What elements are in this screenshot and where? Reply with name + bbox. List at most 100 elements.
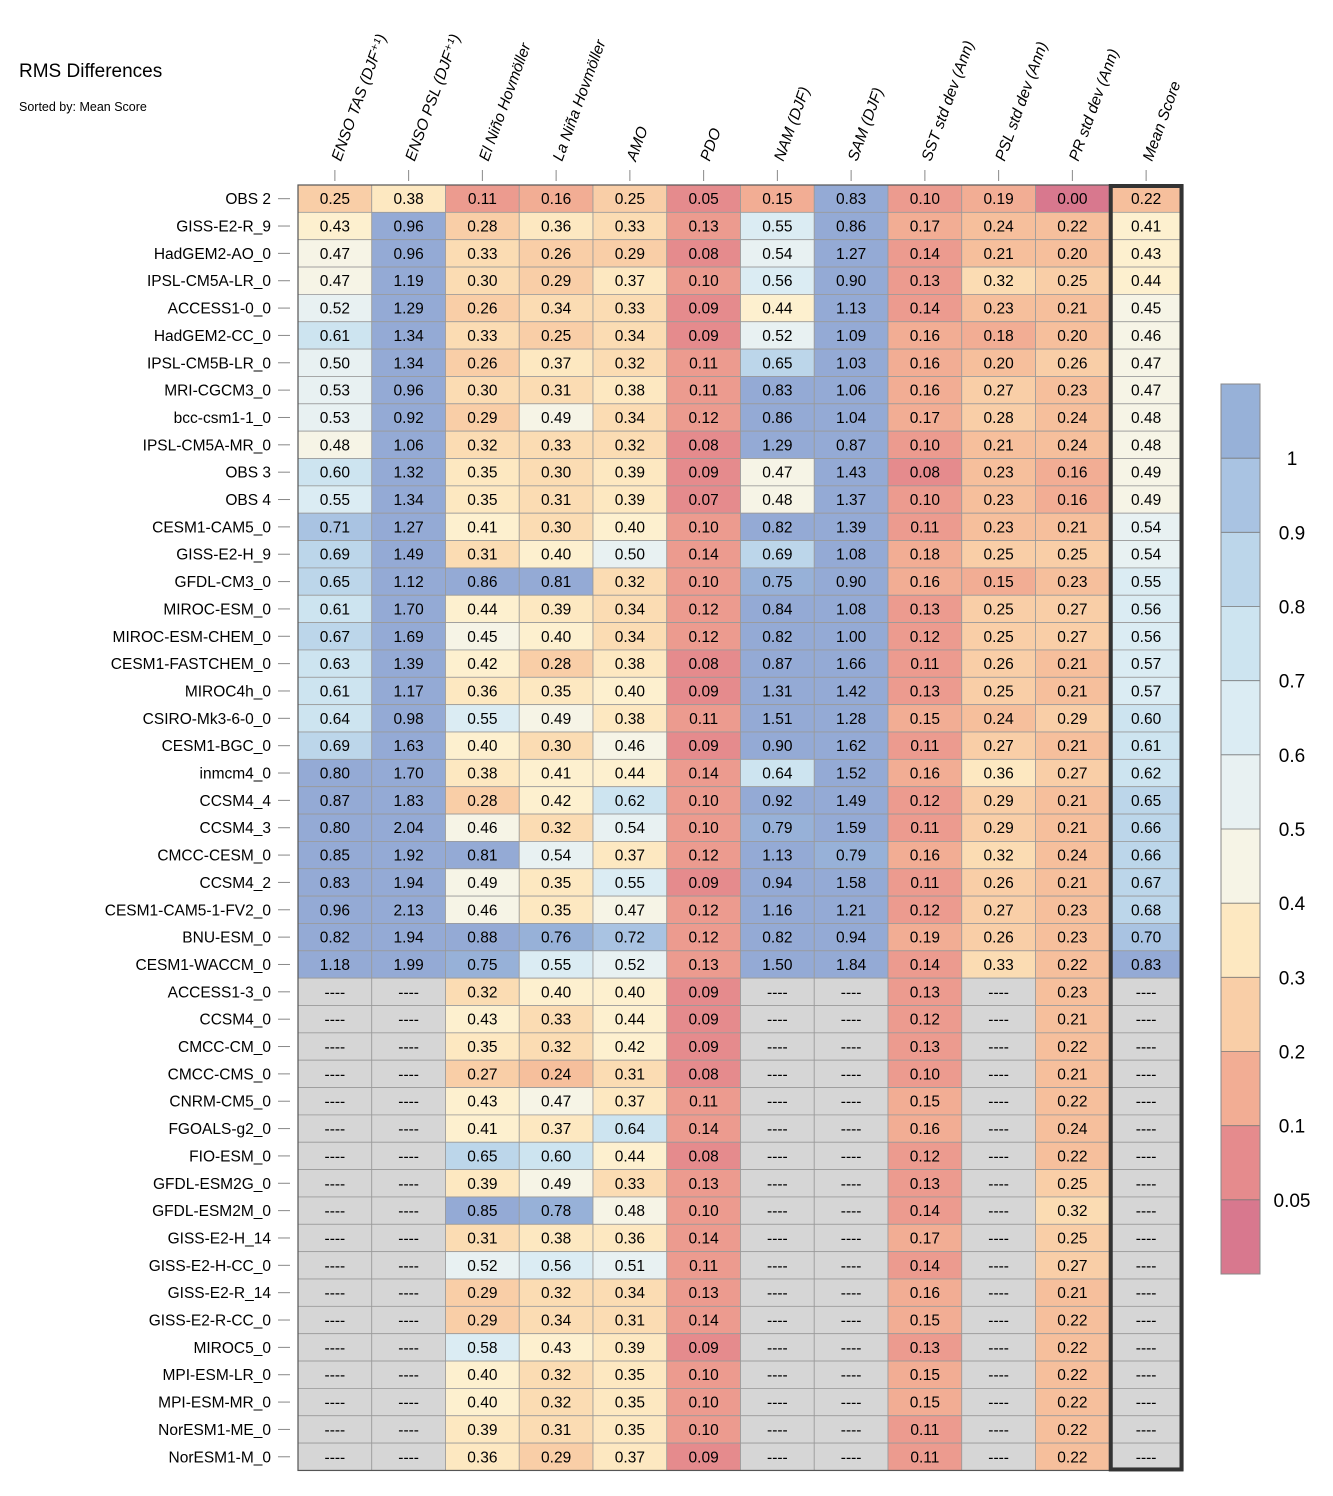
cell-value: 0.28	[541, 656, 571, 673]
cell-value: 0.12	[910, 793, 940, 810]
cell-value: 0.38	[615, 656, 645, 673]
heatmap-cells: 0.25 0.38 0.11 0.16 0.25 0.05 0.15 0.83 0.10 0.19…	[297, 184, 1184, 1472]
cell-value: 0.32	[541, 1039, 571, 1056]
colorbar-band	[1221, 606, 1260, 681]
cell-value: 0.12	[910, 1148, 940, 1165]
cell-value: 0.10	[689, 1203, 720, 1220]
heatmap-cell	[371, 758, 446, 788]
cell-value: 0.12	[689, 848, 719, 865]
cell-value: 0.87	[836, 437, 866, 454]
cell-value: 0.24	[984, 219, 1015, 236]
cell-value: 0.20	[984, 355, 1015, 372]
cell-value: 0.16	[910, 355, 940, 372]
cell-value: 0.50	[615, 547, 646, 564]
heatmap-cell	[1035, 786, 1110, 815]
colorbar-band	[1221, 1051, 1260, 1126]
cell-value: 1.21	[836, 902, 866, 919]
cell-value: 0.21	[1057, 519, 1087, 536]
heatmap-cell	[1035, 841, 1110, 870]
cell-value: 0.14	[910, 301, 941, 318]
heatmap-cell	[445, 786, 520, 815]
cell-value: 0.30	[541, 519, 572, 536]
cell-value: 0.16	[1057, 492, 1087, 509]
chart-title: RMS Differences	[19, 61, 163, 82]
cell-value: 0.11	[468, 191, 497, 208]
heatmap-cell	[1035, 1442, 1110, 1471]
heatmap-cell	[666, 704, 741, 733]
heatmap-cell	[887, 1333, 963, 1362]
column-label: ENSO TAS (DJF⁺¹)	[329, 32, 391, 163]
cell-value: 1.59	[836, 820, 866, 837]
cell-value: 0.36	[615, 1230, 645, 1247]
cell-value: ----	[767, 1012, 788, 1029]
heatmap-cell	[813, 786, 889, 815]
cell-value: 0.21	[1057, 656, 1087, 673]
cell-value: 0.47	[615, 902, 645, 919]
heatmap-cell	[887, 895, 963, 924]
heatmap-cell	[592, 1305, 668, 1335]
heatmap-cell	[518, 977, 594, 1006]
cell-value: ----	[1136, 1039, 1157, 1056]
cell-value: ----	[767, 1395, 788, 1412]
heatmap-cell	[961, 950, 1036, 979]
heatmap-cell	[445, 1442, 520, 1471]
cell-value: ----	[398, 1449, 419, 1466]
heatmap-cell	[518, 841, 594, 870]
heatmap-cell	[1108, 786, 1184, 815]
cell-value: 0.31	[615, 1066, 645, 1083]
heatmap-cell	[887, 841, 963, 870]
heatmap-cell	[371, 841, 446, 870]
cell-value: 1.94	[394, 875, 425, 892]
heatmap-cell	[1108, 1442, 1184, 1471]
cell-value: ----	[325, 1258, 346, 1275]
cell-value: ----	[1136, 1094, 1157, 1111]
cell-value: 0.90	[762, 738, 793, 755]
heatmap-cell	[887, 731, 963, 760]
cell-value: 0.29	[467, 410, 497, 427]
cell-value: ----	[767, 1148, 788, 1165]
heatmap-cell	[887, 594, 963, 624]
column-label: PSL std dev (Ann)	[992, 40, 1051, 164]
heatmap-cell	[813, 923, 889, 952]
heatmap-cell	[518, 1251, 594, 1280]
row-label: OBS 3	[225, 465, 271, 482]
heatmap-cell	[961, 321, 1036, 350]
heatmap-cell	[371, 622, 446, 651]
cell-value: ----	[841, 1285, 862, 1302]
colorbar-band	[1221, 1125, 1260, 1200]
cell-value: 0.34	[541, 1313, 572, 1330]
cell-value: ----	[988, 984, 1009, 1001]
heatmap-cell	[371, 1305, 446, 1335]
cell-value: 0.49	[541, 1176, 571, 1193]
cell-value: 0.21	[1057, 820, 1087, 837]
cell-value: 0.26	[541, 246, 571, 263]
cell-value: ----	[988, 1340, 1009, 1357]
cell-value: 0.09	[689, 1012, 719, 1029]
cell-value: ----	[841, 1094, 862, 1111]
cell-value: 0.46	[615, 738, 645, 755]
heatmap-cell	[592, 1388, 668, 1417]
cell-value: 0.34	[615, 328, 646, 345]
heatmap-cell	[1035, 923, 1110, 952]
cell-value: 0.24	[1057, 410, 1088, 427]
heatmap-cell	[1035, 977, 1110, 1006]
cell-value: 0.75	[467, 957, 497, 974]
cell-value: ----	[325, 1094, 346, 1111]
heatmap-cell	[961, 868, 1036, 897]
heatmap-cell	[445, 622, 520, 651]
cell-value: 1.63	[394, 738, 424, 755]
cell-value: 0.22	[1057, 1367, 1087, 1384]
cell-value: ----	[767, 1121, 788, 1138]
cell-value: 0.15	[910, 1313, 940, 1330]
cell-value: 0.36	[541, 219, 571, 236]
heatmap-cell	[371, 676, 446, 706]
cell-value: 0.90	[836, 273, 867, 290]
heatmap-cell	[518, 622, 594, 651]
cell-value: 0.63	[320, 656, 350, 673]
cell-value: 0.23	[1057, 383, 1087, 400]
cell-value: 0.52	[762, 328, 792, 345]
row-label: CMCC-CM_0	[178, 1039, 271, 1056]
heatmap-cell	[371, 1169, 446, 1198]
cell-value: 0.12	[689, 410, 719, 427]
heatmap-cell	[666, 1442, 741, 1471]
